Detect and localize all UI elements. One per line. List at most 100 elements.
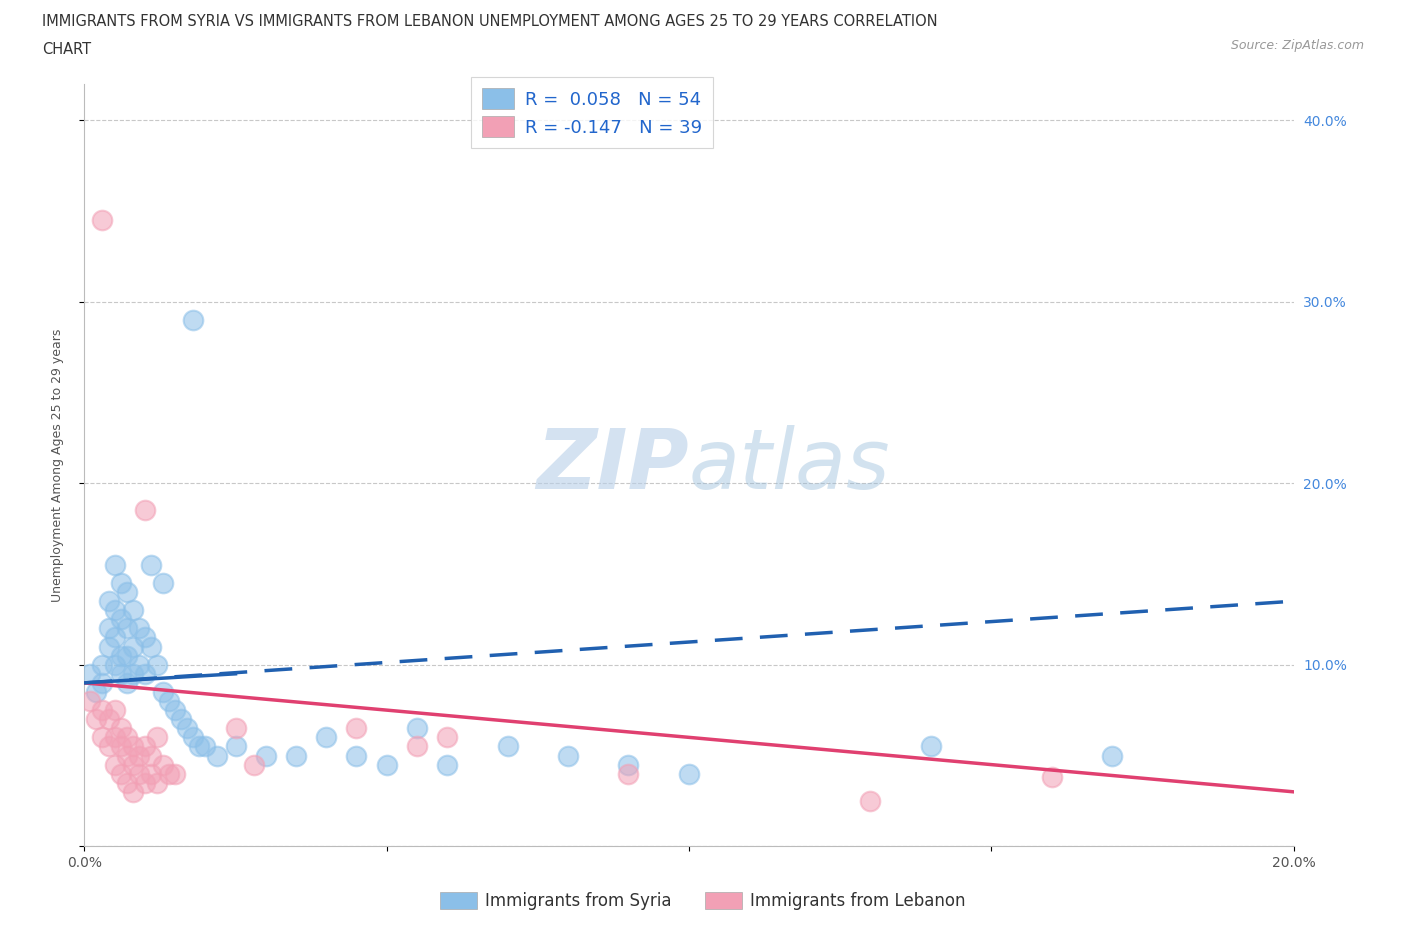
Point <box>225 739 247 754</box>
Point <box>146 658 169 672</box>
Point <box>115 675 138 690</box>
Point <box>436 757 458 772</box>
Point <box>165 703 187 718</box>
Legend: Immigrants from Syria, Immigrants from Lebanon: Immigrants from Syria, Immigrants from L… <box>433 885 973 917</box>
Point <box>139 639 162 654</box>
Point <box>176 721 198 736</box>
Point <box>152 684 174 699</box>
Point <box>115 776 138 790</box>
Point <box>91 730 114 745</box>
Point <box>104 658 127 672</box>
Point <box>110 766 132 781</box>
Point <box>920 739 942 754</box>
Point <box>91 703 114 718</box>
Point <box>152 576 174 591</box>
Point <box>104 603 127 618</box>
Point <box>1040 770 1063 785</box>
Point <box>121 603 143 618</box>
Point <box>121 739 143 754</box>
Point <box>110 648 132 663</box>
Point <box>181 312 204 327</box>
Point <box>146 776 169 790</box>
Point <box>97 739 120 754</box>
Point <box>617 757 640 772</box>
Point <box>254 748 277 763</box>
Point <box>139 748 162 763</box>
Point <box>346 748 368 763</box>
Point <box>97 593 120 608</box>
Point <box>134 667 156 682</box>
Point <box>134 503 156 518</box>
Point <box>859 793 882 808</box>
Point <box>104 630 127 644</box>
Point <box>79 694 101 709</box>
Point <box>121 639 143 654</box>
Point <box>194 739 217 754</box>
Point <box>165 766 187 781</box>
Point <box>406 721 429 736</box>
Point <box>110 721 132 736</box>
Point <box>104 730 127 745</box>
Legend: R =  0.058   N = 54, R = -0.147   N = 39: R = 0.058 N = 54, R = -0.147 N = 39 <box>471 77 713 148</box>
Point <box>91 212 114 227</box>
Point <box>115 730 138 745</box>
Text: atlas: atlas <box>689 424 890 506</box>
Point <box>121 667 143 682</box>
Point <box>104 703 127 718</box>
Point <box>139 766 162 781</box>
Point <box>91 658 114 672</box>
Point <box>128 766 150 781</box>
Point <box>188 739 211 754</box>
Point <box>170 711 193 726</box>
Point <box>115 748 138 763</box>
Point <box>91 675 114 690</box>
Point <box>557 748 579 763</box>
Point <box>134 776 156 790</box>
Point <box>128 658 150 672</box>
Point <box>110 667 132 682</box>
Y-axis label: Unemployment Among Ages 25 to 29 years: Unemployment Among Ages 25 to 29 years <box>51 328 63 602</box>
Point <box>110 739 132 754</box>
Point <box>1101 748 1123 763</box>
Point <box>617 766 640 781</box>
Text: IMMIGRANTS FROM SYRIA VS IMMIGRANTS FROM LEBANON UNEMPLOYMENT AMONG AGES 25 TO 2: IMMIGRANTS FROM SYRIA VS IMMIGRANTS FROM… <box>42 14 938 29</box>
Point <box>115 585 138 600</box>
Point <box>97 621 120 636</box>
Point <box>375 757 398 772</box>
Point <box>152 757 174 772</box>
Point <box>285 748 308 763</box>
Point <box>207 748 229 763</box>
Text: CHART: CHART <box>42 42 91 57</box>
Point <box>157 766 180 781</box>
Point <box>181 730 204 745</box>
Point <box>104 557 127 572</box>
Point <box>242 757 264 772</box>
Point <box>346 721 368 736</box>
Point <box>496 739 519 754</box>
Point <box>86 684 108 699</box>
Point <box>86 711 108 726</box>
Text: ZIP: ZIP <box>536 424 689 506</box>
Point <box>157 694 180 709</box>
Point <box>121 784 143 799</box>
Point <box>97 639 120 654</box>
Point <box>315 730 337 745</box>
Point <box>115 621 138 636</box>
Point <box>678 766 700 781</box>
Point <box>128 748 150 763</box>
Point <box>225 721 247 736</box>
Point <box>97 711 120 726</box>
Point <box>104 757 127 772</box>
Text: Source: ZipAtlas.com: Source: ZipAtlas.com <box>1230 39 1364 52</box>
Point <box>139 557 162 572</box>
Point <box>406 739 429 754</box>
Point <box>79 667 101 682</box>
Point <box>134 739 156 754</box>
Point <box>146 730 169 745</box>
Point <box>128 621 150 636</box>
Point <box>134 630 156 644</box>
Point <box>110 612 132 627</box>
Point <box>121 757 143 772</box>
Point <box>436 730 458 745</box>
Point <box>110 576 132 591</box>
